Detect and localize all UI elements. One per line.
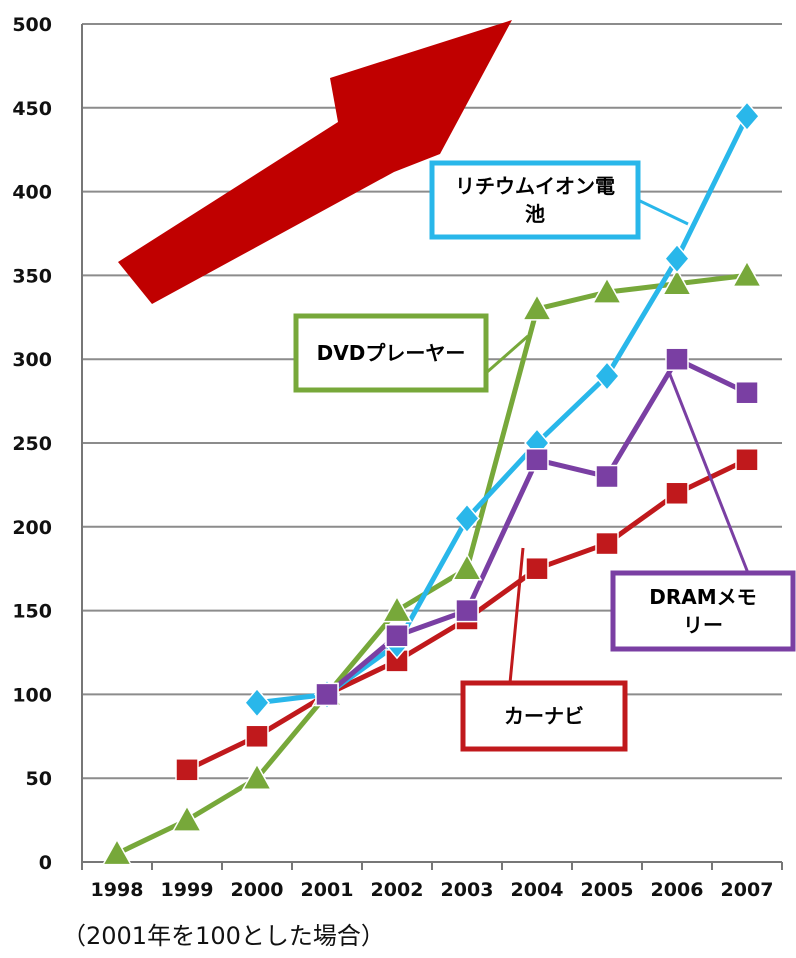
- series-label: カーナビ: [504, 704, 584, 728]
- y-tick-label: 350: [12, 265, 52, 287]
- data-point: [525, 556, 549, 581]
- data-point: [451, 553, 483, 581]
- data-point: [735, 380, 759, 405]
- x-tick-label: 2006: [651, 879, 704, 901]
- x-tick-label: 2002: [371, 879, 424, 901]
- x-tick-label: 1999: [161, 879, 214, 901]
- y-tick-label: 100: [12, 684, 52, 706]
- x-tick-label: 2004: [511, 879, 564, 901]
- y-axis-ticks: 0 50 100 150 200 250 300 350 400 450 500: [12, 14, 52, 874]
- x-tick-label: 2000: [231, 879, 284, 901]
- data-point: [454, 503, 480, 534]
- data-point: [244, 687, 270, 718]
- data-point: [595, 464, 619, 489]
- x-axis-ticks: 1998 1999 2000 2001 2002 2003 2004 2005 2006 2007: [81, 862, 783, 901]
- data-point: [521, 293, 553, 321]
- data-point: [101, 838, 133, 866]
- x-tick-label: 1998: [91, 879, 144, 901]
- data-point: [385, 623, 409, 648]
- y-tick-label: 250: [12, 433, 52, 455]
- data-point: [455, 598, 479, 623]
- series-label: DVDプレーヤー: [317, 341, 466, 365]
- baseline-note: （2001年を100とした場合）: [62, 922, 385, 950]
- data-point: [661, 268, 693, 296]
- y-tick-label: 500: [12, 14, 52, 36]
- data-point: [595, 531, 619, 556]
- x-tick-label: 2003: [441, 879, 494, 901]
- y-tick-label: 200: [12, 517, 52, 539]
- y-tick-label: 150: [12, 601, 52, 623]
- data-point: [241, 762, 273, 790]
- data-point: [171, 804, 203, 832]
- callout-leader-line: [667, 371, 750, 574]
- callout-box: [293, 313, 489, 393]
- x-tick-label: 2001: [301, 879, 354, 901]
- data-point: [735, 448, 759, 472]
- callout-leader-line: [637, 198, 689, 226]
- x-tick-label: 2007: [721, 879, 774, 901]
- y-tick-label: 300: [12, 349, 52, 371]
- data-point: [175, 758, 199, 782]
- data-point: [731, 259, 763, 288]
- data-point: [591, 276, 623, 304]
- series-label: DRAMメモ: [649, 585, 756, 609]
- y-tick-label: 450: [12, 98, 52, 120]
- callout-box: [610, 570, 796, 652]
- callout-leader-line: [485, 334, 529, 375]
- callout-box: [460, 680, 628, 752]
- data-point: [665, 347, 689, 371]
- callout-box: [429, 160, 641, 240]
- data-point: [664, 243, 690, 274]
- data-point: [381, 595, 413, 623]
- y-tick-label: 400: [12, 182, 52, 204]
- upward-trend-arrow: [118, 20, 512, 304]
- data-point: [594, 360, 620, 392]
- data-point: [245, 724, 269, 749]
- y-tick-label: 50: [26, 768, 52, 790]
- callout-leader-line: [508, 547, 525, 684]
- data-point: [315, 682, 339, 707]
- data-point: [525, 448, 549, 472]
- x-tick-label: 2005: [581, 879, 634, 901]
- series-label: 池: [525, 202, 545, 226]
- series-label: リー: [683, 613, 723, 637]
- series-markers: [101, 101, 763, 866]
- data-point: [734, 101, 760, 132]
- series-label: リチウムイオン電: [455, 174, 615, 198]
- y-tick-label: 0: [39, 852, 52, 874]
- data-point: [665, 481, 689, 506]
- series-line: [115, 272, 748, 856]
